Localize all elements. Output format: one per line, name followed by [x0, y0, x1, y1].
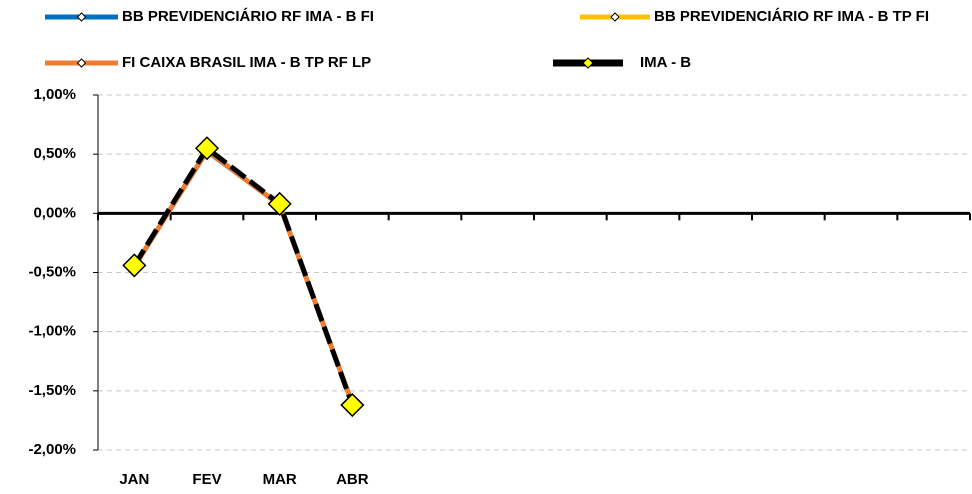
y-tick-label: 0,00%	[33, 204, 76, 221]
legend-marker	[76, 58, 87, 68]
x-tick-label: ABR	[336, 471, 369, 488]
x-tick-label: FEV	[192, 471, 221, 488]
y-tick-label: 0,50%	[33, 145, 76, 162]
y-tick-label: 1,00%	[33, 86, 76, 103]
series-line	[132, 145, 355, 406]
data-marker	[194, 136, 220, 161]
legend-label: BB PREVIDENCIÁRIO RF IMA - B TP FI	[654, 8, 929, 25]
series-line	[132, 148, 355, 405]
y-tick-label: -2,00%	[28, 441, 76, 458]
y-tick-label: -1,00%	[28, 323, 76, 340]
legend-label: BB PREVIDENCIÁRIO RF IMA - B FI	[122, 8, 374, 25]
data-marker	[340, 392, 365, 418]
series-line	[132, 148, 355, 405]
legend-label: IMA - B	[640, 54, 691, 71]
legend-marker	[610, 12, 620, 22]
series-line	[132, 149, 355, 404]
x-tick-label: MAR	[263, 471, 297, 488]
y-tick-label: -1,50%	[28, 382, 76, 399]
legend-label: FI CAIXA BRASIL IMA - B TP RF LP	[122, 54, 371, 71]
x-tick-label: JAN	[119, 471, 149, 488]
legend-marker	[76, 12, 87, 22]
legend-marker	[582, 57, 594, 69]
data-marker	[122, 253, 147, 278]
data-marker	[267, 191, 292, 216]
y-tick-label: -0,50%	[28, 263, 76, 280]
